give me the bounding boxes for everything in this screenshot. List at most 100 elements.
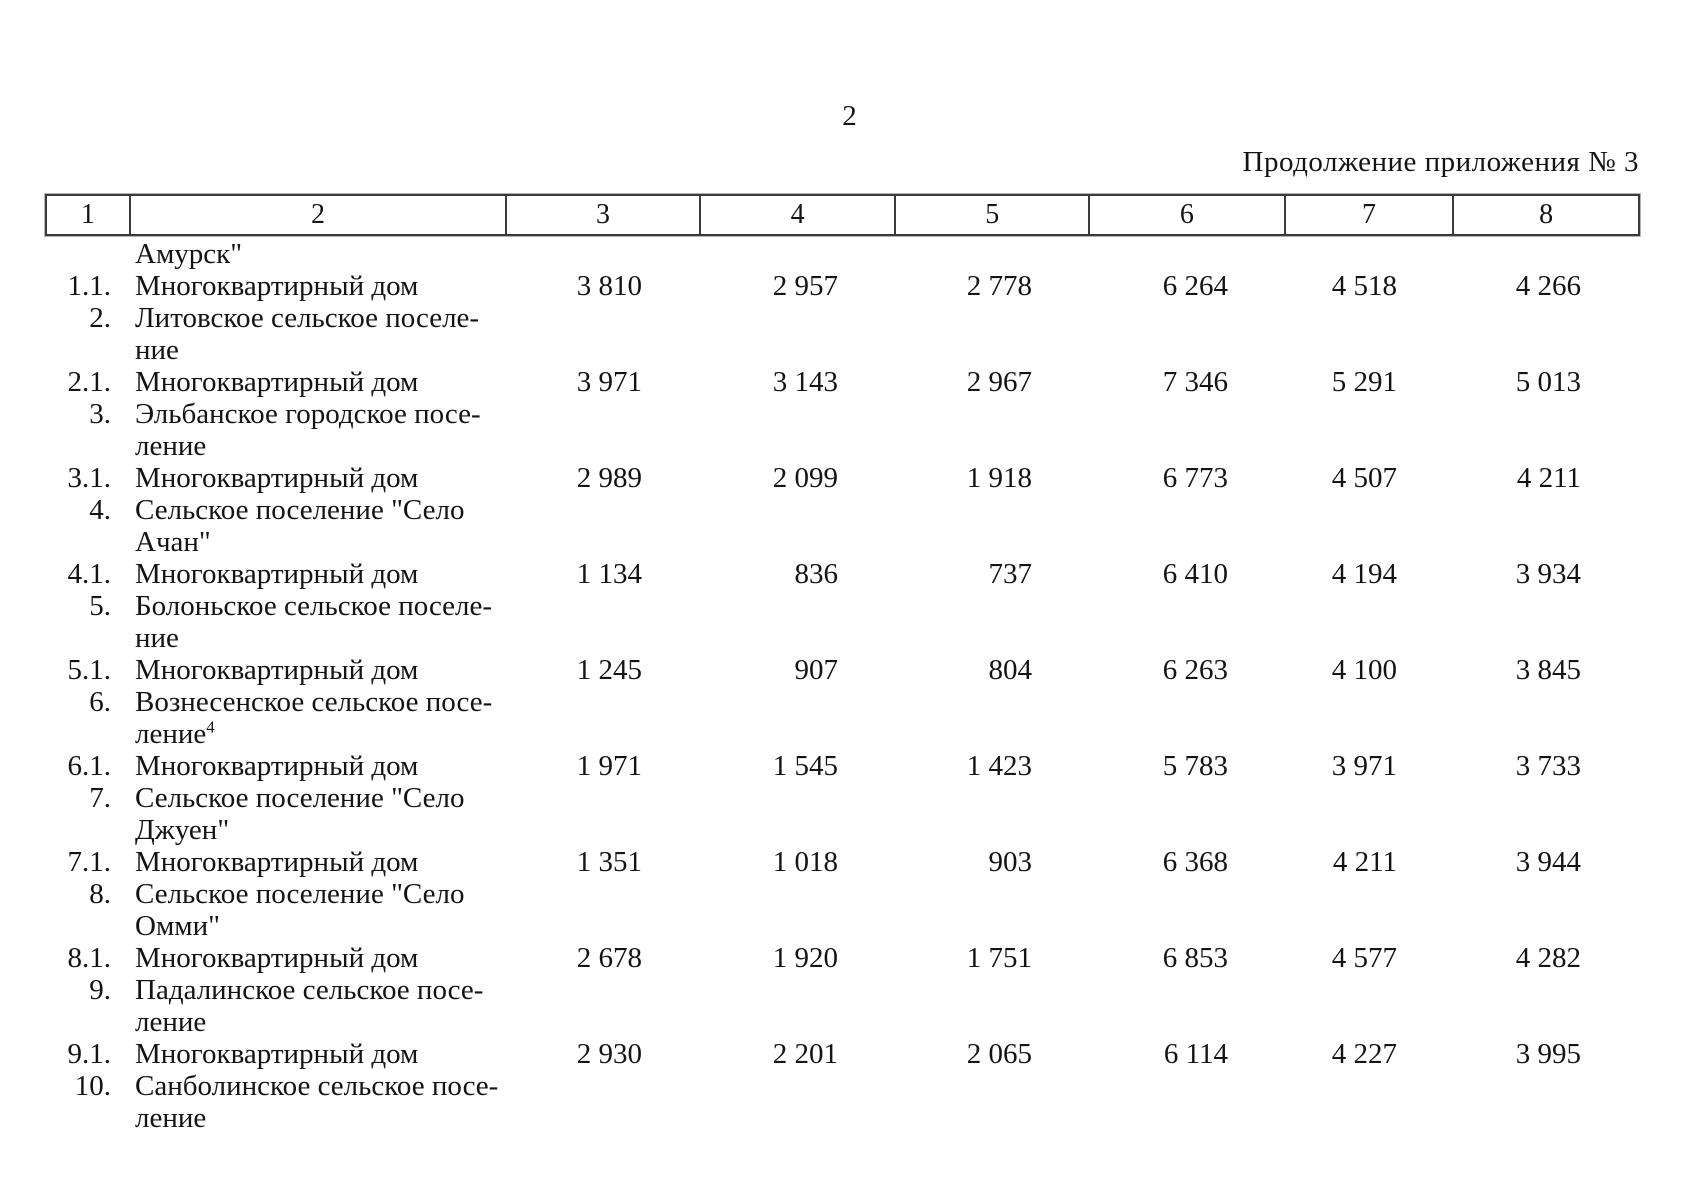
row-value: 3 934 [1515,558,1581,590]
row-name: Литовское сельское поселе-ние [129,302,506,366]
row-name: Сельское поселение "Село Омми" [129,878,506,942]
row-name-line: Сельское поселение "Село [135,494,465,526]
table-row: 2.1. Многоквартирный дом 3 971 3 143 2 967 7 … [45,366,1640,398]
row-value: 907 [794,654,839,686]
table-row: 7. Сельское поселение "Село Джуен" [45,782,1640,846]
row-value: 1 545 [772,750,838,782]
row-name-line: Многоквартирный дом [135,462,419,494]
header-cell-2: 2 [131,196,508,234]
row-value: 3 810 [576,270,642,302]
row-value: 4 194 [1331,558,1397,590]
table-row: 6. Вознесенское сельское посе-ление4 [45,686,1640,750]
table-row: 3. Эльбанское городское посе-ление [45,398,1640,462]
page-number: 2 [842,100,857,132]
row-value: 2 099 [772,462,838,494]
row-name-line: Многоквартирный дом [135,1038,419,1070]
row-name: Многоквартирный дом [129,750,506,782]
row-number: 5. [89,590,111,622]
row-number: 2. [89,302,111,334]
row-name: Болоньское сельское поселе-ние [129,590,506,654]
row-number: 4. [89,494,111,526]
header-cell-5: 5 [896,196,1091,234]
header-cell-8: 8 [1539,199,1554,230]
table-row: 8. Сельское поселение "Село Омми" [45,878,1640,942]
continuation-note: Продолжение приложения № 3 [1242,146,1639,178]
row-value: 4 211 [1516,462,1581,494]
row-name-line: Падалинское сельское посе- [135,974,484,1006]
row-number: 3.1. [67,462,112,494]
table-row: 9.1. Многоквартирный дом 2 930 2 201 2 065 6 … [45,1038,1640,1070]
row-name-line: Ачан" [135,526,211,558]
row-value: 2 967 [966,366,1032,398]
table-row: 10. Санболинское сельское посе-ление [45,1070,1640,1134]
row-value: 3 971 [1331,750,1397,782]
table-row: 3.1. Многоквартирный дом 2 989 2 099 1 918 6 … [45,462,1640,494]
row-value: 6 263 [1162,654,1228,686]
row-value: 2 201 [772,1038,838,1070]
row-value: 3 733 [1515,750,1581,782]
row-value: 2 989 [576,462,642,494]
row-value: 6 264 [1162,270,1228,302]
row-number: 7.1. [67,846,112,878]
row-name-line: Болоньское сельское поселе- [135,590,493,622]
row-value: 2 930 [576,1038,642,1070]
row-value: 2 065 [966,1038,1032,1070]
row-name-line: Омми" [135,910,221,942]
row-value: 1 751 [966,942,1032,974]
header-cell-6: 6 [1090,196,1286,234]
row-number: 9.1. [67,1038,112,1070]
row-number: 2.1. [67,366,112,398]
row-value: 4 577 [1331,942,1397,974]
row-value: 1 245 [576,654,642,686]
row-name: Многоквартирный дом [129,1038,506,1070]
row-number: 5.1. [67,654,112,686]
table-row: Амурск" [45,238,1640,270]
row-name: Сельское поселение "Село Ачан" [129,494,506,558]
row-number: 1.1. [67,270,112,302]
row-name: Эльбанское городское посе-ление [129,398,506,462]
row-name-line: ние [135,334,179,366]
row-name: Падалинское сельское посе-ление [129,974,506,1038]
row-number: 8. [89,878,111,910]
row-name-line: Многоквартирный дом [135,654,419,686]
table-row: 8.1. Многоквартирный дом 2 678 1 920 1 751 6 … [45,942,1640,974]
row-value: 1 351 [576,846,642,878]
header-cell-4: 4 [701,196,897,234]
row-value: 1 134 [576,558,642,590]
row-name-line: Сельское поселение "Село [135,878,465,910]
table-row: 4. Сельское поселение "Село Ачан" [45,494,1640,558]
row-name-line: ление4 [135,717,215,750]
table-row: 6.1. Многоквартирный дом 1 971 1 545 1 423 5 … [45,750,1640,782]
row-number: 8.1. [67,942,112,974]
row-name: Многоквартирный дом [129,366,506,398]
row-value: 1 018 [772,846,838,878]
row-name: Многоквартирный дом [129,270,506,302]
row-value: 3 995 [1515,1038,1581,1070]
table-body: Амурск" 1.1. Многоквартирный дом 3 810 2 957… [45,238,1640,1134]
row-value: 4 266 [1515,270,1581,302]
row-value: 1 423 [966,750,1032,782]
row-value: 4 100 [1331,654,1397,686]
row-name: Вознесенское сельское посе-ление4 [129,686,506,750]
row-value: 6 410 [1162,558,1228,590]
row-value: 1 920 [772,942,838,974]
row-value: 4 227 [1331,1038,1397,1070]
row-value: 3 845 [1515,654,1581,686]
table-row: 4.1. Многоквартирный дом 1 134 836 737 6 410 4… [45,558,1640,590]
row-value: 836 [794,558,839,590]
table-row: 7.1. Многоквартирный дом 1 351 1 018 903 6 36… [45,846,1640,878]
row-name-line: Многоквартирный дом [135,366,419,398]
row-value: 1 918 [966,462,1032,494]
row-value: 5 013 [1515,366,1581,398]
row-value: 3 971 [576,366,642,398]
row-number: 6.1. [67,750,112,782]
row-name: Санболинское сельское посе-ление [129,1070,506,1134]
row-name: Многоквартирный дом [129,462,506,494]
table-header-row: 1 2 3 4 5 6 7 8 [45,194,1640,236]
row-name-line: Эльбанское городское посе- [135,398,481,430]
row-name: Многоквартирный дом [129,558,506,590]
row-number: 7. [89,782,111,814]
table-row: 9. Падалинское сельское посе-ление [45,974,1640,1038]
row-value: 6 773 [1162,462,1228,494]
row-name-line: ление [135,430,207,462]
